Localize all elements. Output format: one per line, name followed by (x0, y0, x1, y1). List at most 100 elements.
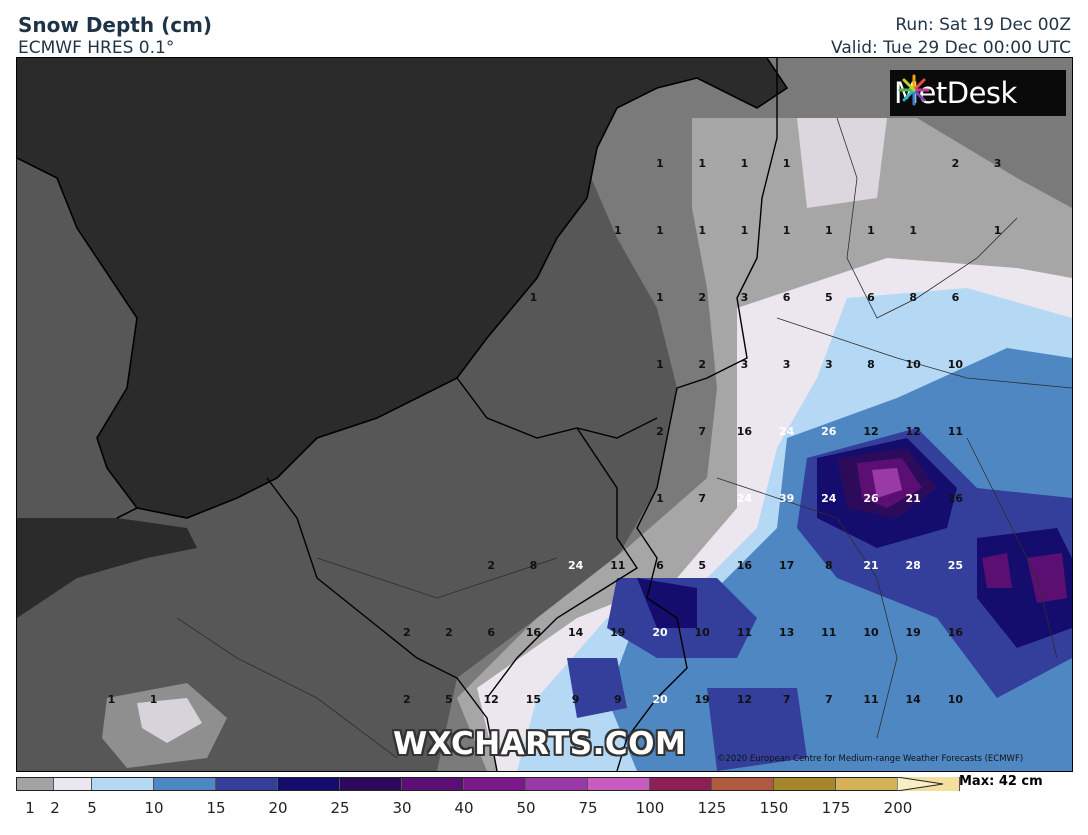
grid-value: 1 (867, 224, 875, 237)
grid-value: 3 (782, 358, 791, 371)
grid-value: 8 (824, 559, 833, 572)
grid-value: 19 (694, 693, 710, 706)
continental-coastline (136, 58, 789, 519)
chart-title: Snow Depth (cm) (18, 13, 213, 37)
ecmwf-copyright: ©2020 European Centre for Medium-range W… (717, 754, 1024, 764)
grid-value: 5 (698, 559, 707, 572)
grid-value: 10 (947, 358, 964, 371)
legend-swatch (278, 777, 340, 791)
legend-swatch (588, 777, 650, 791)
northern-france-land (17, 568, 217, 698)
grid-value: 15 (525, 693, 542, 706)
grid-value: 6 (487, 626, 496, 639)
legend-swatch (650, 777, 712, 791)
legend-tick-label: 30 (392, 799, 412, 817)
legend-swatch (16, 777, 54, 791)
legend-swatch (340, 777, 402, 791)
snow-north-area (797, 118, 887, 208)
model-label: ECMWF HRES 0.1° (18, 38, 175, 58)
grid-value: 16 (947, 492, 964, 505)
grid-value: 20 (652, 626, 668, 639)
grid-value: 2 (402, 626, 411, 639)
valid-time-label: Valid: Tue 29 Dec 00:00 UTC (831, 38, 1071, 58)
legend-swatch (92, 777, 154, 791)
legend-tick-label: 20 (268, 799, 288, 817)
grid-value: 25 (947, 559, 964, 572)
england-land (17, 158, 137, 518)
grid-value: 2 (656, 425, 664, 438)
grid-value: 1 (656, 157, 664, 170)
legend-tick-label: 40 (454, 799, 474, 817)
grid-value: 1 (149, 693, 158, 706)
grid-value: 11 (736, 626, 753, 639)
grid-value: 8 (909, 291, 918, 304)
grid-value: 6 (951, 291, 960, 304)
grid-value: 12 (483, 693, 499, 706)
grid-value: 17 (778, 559, 795, 572)
grid-value: 24 (567, 559, 584, 572)
grid-value: 10 (905, 358, 921, 371)
legend-swatch (774, 777, 836, 791)
grid-value: 6 (656, 559, 664, 572)
legend-tick-label: 125 (697, 799, 727, 817)
legend-swatch (154, 777, 216, 791)
snow-30cm-area-east (1027, 553, 1067, 603)
legend-swatch (402, 777, 464, 791)
grid-value: 11 (610, 559, 626, 572)
grid-value: 12 (863, 425, 879, 438)
legend-extend-arrow (897, 777, 944, 791)
national-border-germany (616, 58, 778, 771)
grid-value: 24 (736, 492, 753, 505)
grid-value: 3 (740, 291, 749, 304)
legend-swatch (464, 777, 526, 791)
grid-value: 7 (824, 693, 833, 706)
grid-value: 19 (610, 626, 626, 639)
grid-value: 20 (652, 693, 668, 706)
snow-depth-map: MetDesk 1 1 1 1 2 3 1 1 1 1 1 1 1 1 1 1 1 2 3 6 5 6 8 6 1 2 3 3 3 8 10… (16, 57, 1073, 772)
grid-value: 19 (905, 626, 921, 639)
grid-value: 16 (525, 626, 542, 639)
metdesk-logo-icon (898, 74, 930, 106)
grid-value: 1 (107, 693, 116, 706)
regional-borders (176, 117, 1072, 759)
legend-colorbar (16, 777, 960, 791)
legend-swatch (216, 777, 278, 791)
grid-value: 1 (529, 291, 538, 304)
legend-tick-label: 1 (25, 799, 35, 817)
snow-40cm-area (872, 468, 902, 498)
grid-value: 2 (487, 559, 496, 572)
grid-value: 16 (736, 425, 753, 438)
snow-england-2cm-area (137, 698, 202, 743)
legend-tick-label: 200 (883, 799, 913, 817)
grid-value: 6 (782, 291, 791, 304)
grid-value: 26 (821, 425, 837, 438)
grid-value: 1 (613, 224, 622, 237)
grid-value: 2 (402, 693, 411, 706)
legend-swatch (712, 777, 774, 791)
grid-value: 21 (863, 559, 879, 572)
grid-value: 11 (821, 626, 837, 639)
grid-value: 10 (863, 626, 879, 639)
wxcharts-watermark: WXCHARTS.COM (393, 726, 687, 762)
grid-value: 1 (698, 224, 707, 237)
run-label: Run: Sat 19 Dec 00Z (895, 15, 1071, 35)
grid-value: 28 (905, 559, 921, 572)
grid-value: 6 (867, 291, 875, 304)
grid-value: 13 (778, 626, 795, 639)
grid-value: 1 (740, 157, 749, 170)
legend-tick-label: 50 (516, 799, 536, 817)
grid-value: 2 (698, 358, 707, 371)
grid-value: 1 (782, 157, 791, 170)
grid-value: 2 (445, 626, 453, 639)
snow-30cm-area-east2 (982, 553, 1012, 588)
grid-value: 21 (905, 492, 921, 505)
english-channel (17, 518, 197, 618)
grid-value: 12 (736, 693, 753, 706)
legend-tick-label: 150 (759, 799, 789, 817)
snow-20cm-area-west (637, 578, 697, 628)
map-canvas (17, 58, 1072, 771)
legend-tick-label: 5 (87, 799, 97, 817)
grid-value: 24 (821, 492, 837, 505)
legend-swatch (54, 777, 92, 791)
grid-value: 14 (567, 626, 584, 639)
